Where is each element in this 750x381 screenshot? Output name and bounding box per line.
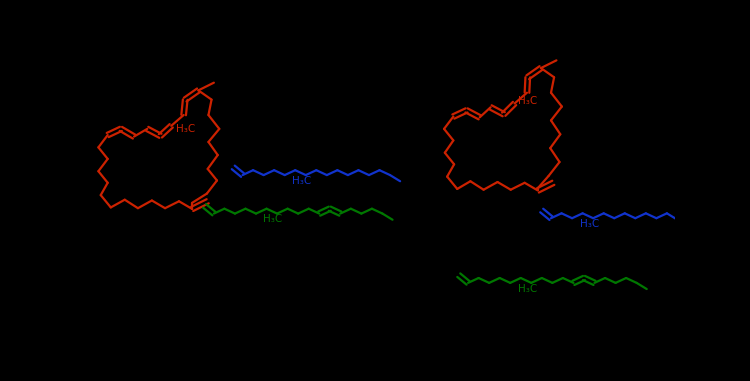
Text: H₃C: H₃C xyxy=(518,96,538,106)
Text: H₃C: H₃C xyxy=(580,219,598,229)
Text: H₃C: H₃C xyxy=(176,124,195,134)
Text: H₃C: H₃C xyxy=(518,284,537,294)
Text: H₃C: H₃C xyxy=(263,215,283,224)
Text: H₃C: H₃C xyxy=(292,176,311,186)
